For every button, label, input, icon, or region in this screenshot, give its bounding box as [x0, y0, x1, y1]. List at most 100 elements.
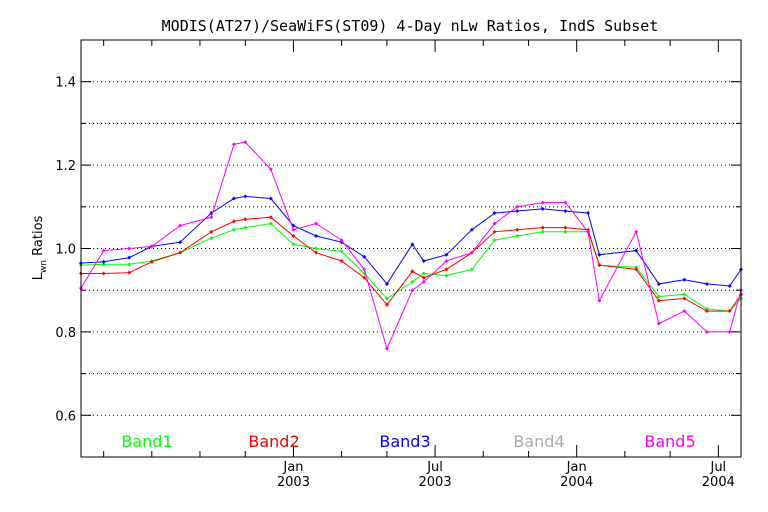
legend-entry-band5: Band5	[644, 432, 695, 451]
data-point	[682, 296, 687, 301]
data-point	[339, 259, 344, 264]
data-point	[127, 255, 132, 260]
y-tick-label: 1.4	[55, 76, 76, 91]
data-point	[243, 217, 248, 222]
data-point	[127, 246, 132, 251]
data-point	[268, 196, 273, 201]
data-point	[492, 211, 497, 216]
data-point	[421, 275, 426, 280]
data-point	[127, 270, 132, 275]
data-point	[421, 259, 426, 264]
data-point	[314, 233, 319, 238]
data-point	[540, 225, 545, 230]
series-line	[80, 195, 742, 287]
x-tick-year: 2003	[277, 475, 310, 490]
data-point	[563, 200, 568, 205]
data-point	[563, 208, 568, 213]
data-point	[469, 250, 474, 255]
data-point	[243, 140, 248, 145]
series-band5	[79, 140, 743, 351]
data-point	[540, 229, 545, 234]
data-point	[231, 196, 236, 201]
data-point	[410, 279, 415, 284]
data-point	[586, 229, 591, 234]
data-point	[727, 329, 732, 334]
data-point	[634, 248, 639, 253]
data-point	[597, 263, 602, 268]
data-point	[314, 250, 319, 255]
data-point	[656, 281, 661, 286]
data-point	[149, 259, 154, 264]
data-point	[339, 249, 344, 254]
series-layer	[79, 140, 743, 351]
series-line	[80, 222, 742, 312]
data-point	[243, 194, 248, 199]
data-point	[178, 250, 183, 255]
data-point	[101, 262, 106, 267]
data-point	[727, 284, 732, 289]
data-point	[384, 302, 389, 307]
data-point	[515, 233, 520, 238]
data-point	[444, 259, 449, 264]
data-point	[444, 273, 449, 278]
y-axis: 0.6 0.8 1.0 1.2 1.4	[55, 76, 741, 424]
data-point	[469, 267, 474, 272]
y-axis-label: Lwn Ratios	[31, 215, 49, 280]
data-point	[127, 262, 132, 267]
legend-entry-band2: Band2	[248, 432, 299, 451]
data-point	[231, 227, 236, 232]
y-tick-label: 1.0	[55, 243, 76, 258]
x-tick-month: Jan	[282, 460, 303, 475]
data-point	[231, 219, 236, 224]
data-point	[656, 298, 661, 303]
data-point	[314, 246, 319, 251]
series-band3	[79, 194, 743, 289]
data-point	[634, 229, 639, 234]
data-point	[682, 309, 687, 314]
y-axis-label-main: L	[31, 272, 46, 280]
data-point	[597, 252, 602, 257]
series-line	[81, 216, 742, 312]
data-point	[339, 238, 344, 243]
data-point	[362, 267, 367, 272]
legend-entry-band4: Band4	[513, 432, 564, 451]
data-point	[682, 277, 687, 282]
data-point	[291, 233, 296, 238]
data-point	[727, 309, 732, 314]
data-point	[634, 267, 639, 272]
data-point	[101, 271, 106, 276]
data-point	[492, 229, 497, 234]
x-tick-year: 2004	[560, 475, 593, 490]
data-point	[540, 206, 545, 211]
data-point	[586, 211, 591, 216]
data-point	[149, 244, 154, 249]
y-tick-label: 0.6	[55, 409, 76, 424]
data-point	[705, 281, 710, 286]
data-point	[384, 346, 389, 351]
y-tick-label: 0.8	[55, 326, 76, 341]
data-point	[515, 227, 520, 232]
legend-entry-band1: Band1	[121, 432, 172, 451]
data-point	[492, 221, 497, 226]
data-point	[384, 296, 389, 301]
data-point	[101, 259, 106, 264]
data-point	[362, 275, 367, 280]
x-tick-month: Jul	[426, 460, 443, 475]
chart-title: MODIS(AT27)/SeaWiFS(ST09) 4-Day nLw Rati…	[162, 17, 659, 35]
legend-entry-band3: Band3	[379, 432, 430, 451]
data-point	[469, 227, 474, 232]
data-point	[563, 229, 568, 234]
data-point	[268, 215, 273, 220]
y-axis-label-sub: wn	[39, 260, 49, 273]
data-point	[268, 221, 273, 226]
data-point	[656, 321, 661, 326]
data-point	[492, 238, 497, 243]
data-point	[291, 242, 296, 247]
data-point	[682, 292, 687, 297]
data-point	[421, 271, 426, 276]
data-point	[444, 252, 449, 257]
data-point	[705, 309, 710, 314]
data-point	[634, 265, 639, 270]
data-point	[243, 225, 248, 230]
legend: Band1 Band2 Band3 Band4 Band5	[121, 432, 695, 451]
